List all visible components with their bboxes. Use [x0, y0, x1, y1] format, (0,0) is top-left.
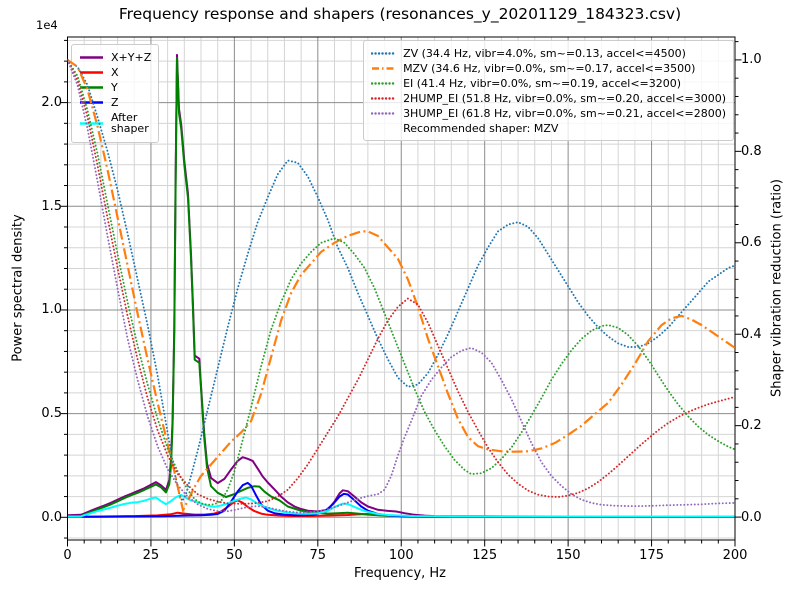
y-left-tick-label: 1.5	[41, 198, 62, 214]
x-tick-label: 175	[639, 548, 664, 563]
legend-line-sample	[80, 86, 103, 89]
legend-label-xyz: X+Y+Z	[111, 51, 152, 64]
y-right-tick-label: 0.4	[741, 326, 762, 342]
legend-item-after-shaper: After shaper	[79, 112, 151, 134]
legend-line-sample	[372, 67, 396, 70]
legend-label-2hump-ei: 2HUMP_EI (51.8 Hz, vibr=0.0%, sm~=0.20, …	[403, 92, 726, 105]
legend-line-sample	[80, 71, 103, 74]
recommended-shaper-text: Recommended shaper: MZV	[403, 122, 559, 135]
x-tick-label: 200	[722, 548, 748, 563]
legend-shapers-items: ZV (34.4 Hz, vibr=4.0%, sm~=0.13, accel<…	[371, 48, 726, 119]
legend-item-y: Y	[79, 82, 151, 93]
legend-line-sample	[371, 97, 397, 100]
y-left-tick-label: 0.0	[41, 509, 62, 525]
legend-item-zv: ZV (34.4 Hz, vibr=4.0%, sm~=0.13, accel<…	[371, 48, 726, 59]
y-right-axis-label: Shaper vibration reduction (ratio)	[769, 179, 785, 397]
legend-label-x: X	[111, 66, 119, 79]
legend-shapers: ZV (34.4 Hz, vibr=4.0%, sm~=0.13, accel<…	[363, 40, 734, 141]
y-right-tick-label: 1.0	[741, 52, 762, 68]
legend-item-x: X	[79, 67, 151, 78]
legend-label-zv: ZV (34.4 Hz, vibr=4.0%, sm~=0.13, accel<…	[403, 47, 686, 60]
x-tick-label: 100	[388, 548, 414, 563]
legend-item-z: Z	[79, 97, 151, 108]
y-left-axis-label: Power spectral density	[10, 214, 26, 362]
legend-label-ei: EI (41.4 Hz, vibr=0.0%, sm~=0.19, accel<…	[403, 77, 682, 90]
legend-line-sample	[80, 56, 103, 59]
x-tick-label: 25	[142, 548, 160, 563]
y-axis-offset-multiplier: 1e4	[36, 18, 58, 32]
chart-title: Frequency response and shapers (resonanc…	[118, 5, 682, 23]
y-right-tick-label: 0.6	[741, 235, 762, 251]
x-tick-label: 50	[226, 548, 243, 563]
x-tick-label: 150	[555, 548, 581, 563]
legend-item-2hump-ei: 2HUMP_EI (51.8 Hz, vibr=0.0%, sm~=0.20, …	[371, 93, 726, 104]
y-right-tick-label: 0.0	[741, 509, 762, 525]
y-left-tick-label: 0.5	[41, 406, 62, 422]
legend-line-sample	[80, 121, 103, 125]
legend-label-z: Z	[111, 96, 119, 109]
y-right-tick-label: 0.8	[741, 143, 762, 159]
x-tick-label: 125	[472, 548, 498, 563]
legend-item-3hump-ei: 3HUMP_EI (61.8 Hz, vibr=0.0%, sm~=0.21, …	[371, 108, 726, 119]
legend-label-after-shaper: After shaper	[111, 111, 149, 135]
x-tick-label: 75	[309, 548, 327, 563]
legend-label-y: Y	[111, 81, 118, 94]
legend-item-xyz: X+Y+Z	[79, 52, 151, 63]
y-left-tick-label: 1.0	[41, 302, 62, 318]
x-axis-label: Frequency, Hz	[353, 566, 447, 581]
legend-line-sample	[80, 101, 103, 104]
legend-line-sample	[371, 82, 397, 85]
legend-item-mzv: MZV (34.6 Hz, vibr=0.0%, sm~=0.17, accel…	[371, 63, 726, 74]
y-left-tick-label: 2.0	[41, 95, 62, 111]
legend-psd: X+Y+Z X Y Z After shaper	[71, 44, 160, 143]
legend-label-3hump-ei: 3HUMP_EI (61.8 Hz, vibr=0.0%, sm~=0.21, …	[403, 107, 726, 120]
curve-z	[67, 481, 735, 518]
legend-label-mzv: MZV (34.6 Hz, vibr=0.0%, sm~=0.17, accel…	[403, 62, 696, 75]
legend-line-sample	[371, 52, 397, 55]
legend-item-ei: EI (41.4 Hz, vibr=0.0%, sm~=0.19, accel<…	[371, 78, 726, 89]
x-tick-label: 0	[63, 548, 72, 563]
curve-x	[67, 499, 735, 518]
legend-line-sample	[371, 112, 397, 115]
curve-after-shaper	[67, 493, 735, 518]
y-right-tick-label: 0.2	[741, 418, 762, 434]
